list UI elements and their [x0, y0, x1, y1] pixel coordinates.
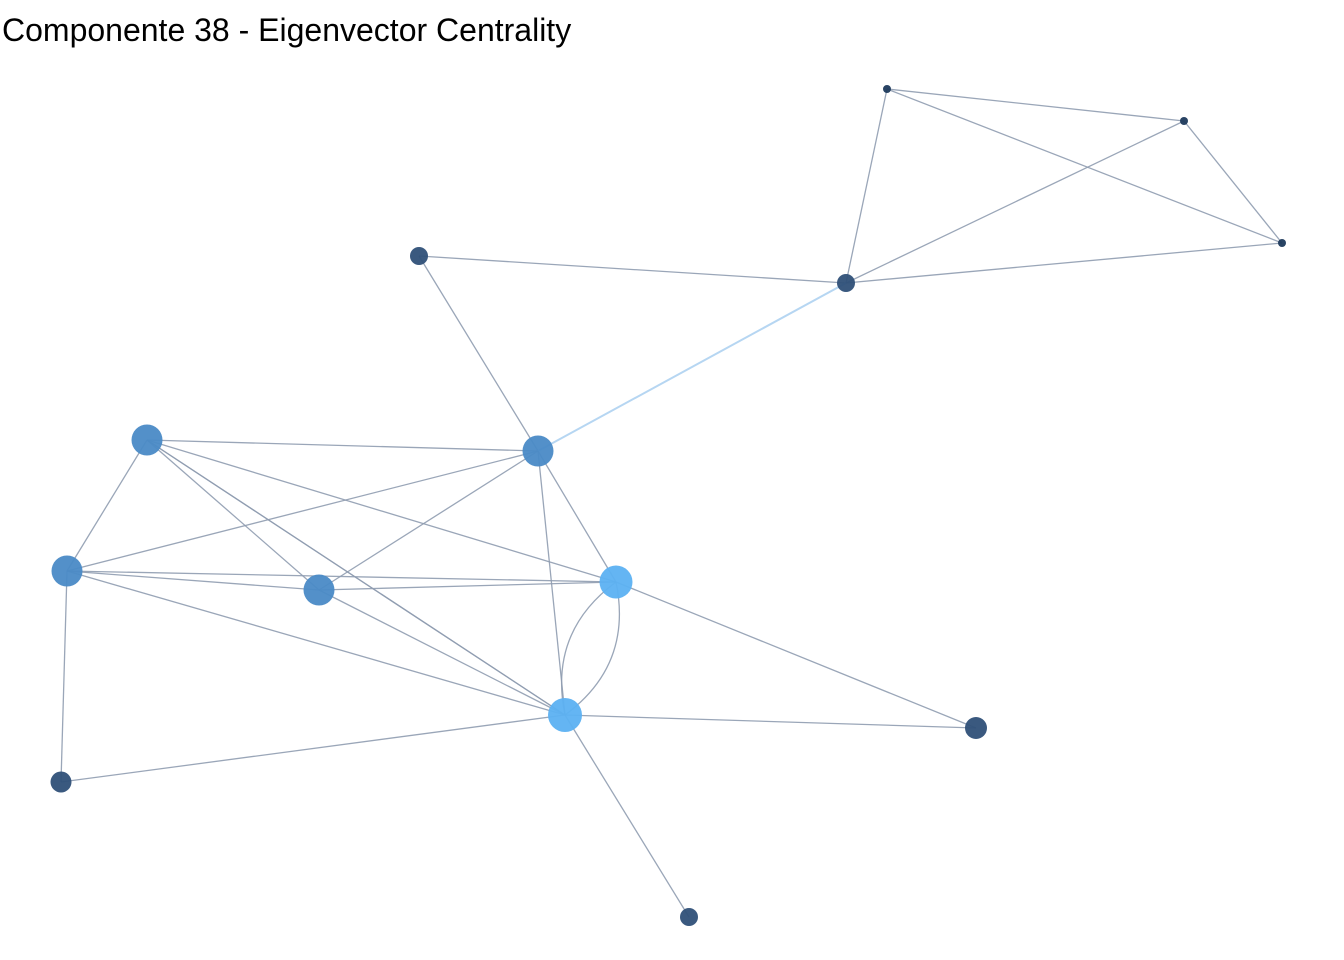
edge-n3-n5	[845, 242, 1283, 284]
edge-n7-n11	[146, 439, 566, 716]
edge-n8-n12	[60, 570, 68, 783]
edge-n11-n13	[564, 714, 977, 729]
edge-n2-n3	[1183, 120, 1283, 244]
node-n6	[522, 435, 554, 467]
edge-n1-n2	[886, 88, 1185, 122]
edge-n7-n9	[146, 439, 320, 591]
edge-n9-n11	[318, 589, 566, 716]
edge-n7-n10	[146, 439, 617, 583]
node-n13	[965, 717, 987, 739]
edge-n2-n5	[845, 120, 1185, 284]
node-n3	[1278, 239, 1286, 247]
node-n12	[50, 771, 72, 793]
edge-n7-n6	[146, 439, 539, 452]
node-n8	[51, 555, 83, 587]
edge-n1-n5	[845, 88, 888, 284]
node-n2	[1180, 117, 1188, 125]
node-n10	[599, 565, 633, 599]
edge-n4-n5	[418, 255, 847, 284]
edge-n4-n6	[418, 255, 539, 452]
edge-layer	[60, 88, 1283, 918]
edge-n8-n11	[66, 570, 566, 716]
edge-n6-n9	[318, 450, 539, 591]
node-n1	[883, 85, 891, 93]
edge-n10-n11	[561, 581, 617, 716]
chart-title: Componente 38 - Eigenvector Centrality	[2, 12, 572, 48]
node-n7	[131, 424, 163, 456]
edge-n11-n12	[60, 714, 566, 783]
node-n14	[680, 908, 698, 926]
edge-n7-n8	[66, 439, 148, 572]
edge-n8-n10	[66, 570, 617, 583]
edge-n10-n11	[564, 581, 620, 716]
edge-n11-n14	[564, 714, 690, 918]
node-n4	[410, 247, 428, 265]
node-n5	[837, 274, 855, 292]
node-n9	[303, 574, 335, 606]
edge-n6-n10	[537, 450, 617, 583]
node-n11	[548, 698, 582, 732]
edge-n6-n11	[537, 450, 566, 716]
node-layer	[50, 85, 1286, 926]
edge-n10-n13	[615, 581, 977, 729]
edge-n8-n9	[66, 570, 320, 591]
edge-n9-n10	[318, 581, 617, 591]
edge-n1-n3	[886, 88, 1283, 244]
edge-n5-n6	[537, 282, 847, 452]
edge-n6-n8	[66, 450, 539, 572]
